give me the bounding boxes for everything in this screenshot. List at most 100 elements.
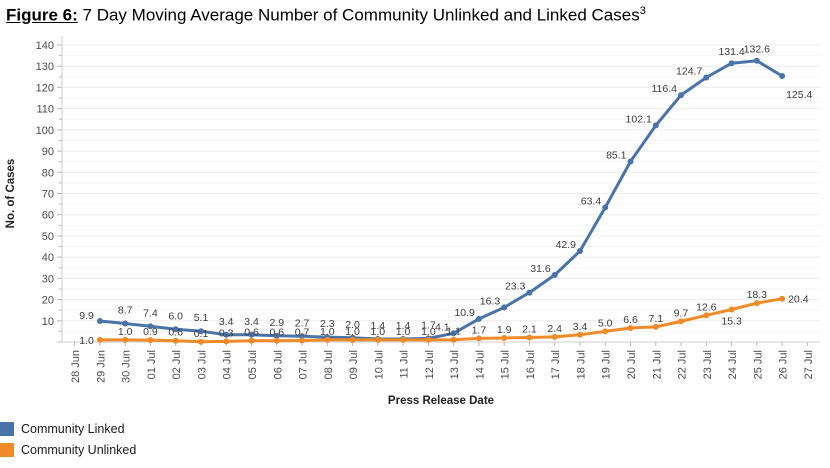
data-point — [678, 92, 684, 99]
data-point — [349, 336, 356, 343]
legend-item-community-unlinked: Community Unlinked — [0, 441, 136, 458]
data-label: 1.1 — [446, 326, 461, 338]
x-tick-label: 24 Jul — [727, 350, 739, 379]
data-label: 4.1 — [435, 321, 450, 333]
data-label: 132.6 — [744, 44, 770, 56]
data-label: 1.0 — [345, 326, 360, 338]
x-tick-label: 08 Jul — [323, 350, 335, 379]
data-point — [627, 158, 634, 165]
data-label: 7.1 — [648, 313, 663, 325]
y-tick-label: 70 — [42, 189, 54, 201]
data-point — [703, 74, 710, 81]
data-label: 125.4 — [786, 89, 812, 101]
chart-plot-area: 10 20 30 40 50 60 70 80 90 100 110 120 130 140 28 Jun 2… — [5, 36, 820, 407]
data-point — [577, 331, 583, 338]
x-tick-label: 30 Jun — [121, 350, 133, 383]
data-label: 9.7 — [674, 307, 689, 319]
legend-item-community-linked: Community Linked — [0, 420, 136, 437]
data-point — [728, 306, 735, 313]
y-axis-title: No. of Cases — [5, 159, 17, 229]
data-label: 131.4 — [718, 46, 744, 58]
data-label: 16.3 — [480, 295, 501, 307]
data-point — [501, 304, 508, 311]
data-label: 1.4 — [370, 320, 385, 332]
series-line — [98, 297, 784, 344]
series-group: 9.9 8.7 7.4 6.0 5.1 3.4 3.4 2.9 2.7 2.3 2.0 1.4 1.4 1… — [79, 44, 812, 347]
figure-number-label: Figure 6: — [6, 5, 78, 25]
data-point — [299, 337, 305, 344]
data-point — [779, 73, 786, 79]
data-label: 116.4 — [652, 83, 678, 95]
data-point — [96, 336, 103, 343]
data-point — [602, 328, 609, 335]
data-point — [198, 338, 204, 345]
data-point — [96, 318, 103, 324]
data-point — [728, 60, 735, 67]
data-point — [475, 335, 482, 342]
data-point — [223, 338, 230, 345]
x-tick-label: 05 Jul — [247, 350, 259, 379]
data-point — [652, 122, 659, 129]
x-tick-label: 12 Jul — [424, 350, 436, 379]
data-point — [400, 336, 407, 343]
x-tick-label: 27 Jul — [803, 350, 815, 379]
data-label: 5.1 — [194, 312, 209, 324]
y-tick-label: 120 — [36, 82, 54, 94]
y-tick-label: 90 — [42, 146, 54, 158]
data-point — [526, 289, 533, 296]
data-point — [299, 333, 305, 340]
data-point — [223, 331, 230, 338]
legend-swatch-linked-icon — [0, 421, 14, 436]
legend: Community Linked Community Unlinked — [0, 420, 136, 458]
gridlines-group — [62, 44, 820, 332]
data-label: 20.4 — [788, 294, 809, 306]
data-point — [753, 57, 760, 64]
data-point — [475, 315, 482, 322]
data-point — [450, 330, 457, 337]
figure-title: Figure 6: 7 Day Moving Average Number of… — [6, 5, 646, 26]
x-tick-label: 20 Jul — [626, 350, 638, 379]
data-label: 2.1 — [522, 324, 537, 336]
y-tick-label: 10 — [42, 316, 54, 328]
y-tick-label: 130 — [36, 61, 54, 73]
x-tick-label: 15 Jul — [500, 350, 512, 379]
data-label: 5.0 — [598, 317, 613, 329]
data-label: 6.0 — [168, 310, 183, 322]
y-tick-label: 140 — [36, 40, 54, 52]
x-tick-label: 22 Jul — [677, 350, 689, 379]
x-tick-label: 23 Jul — [702, 350, 714, 379]
y-tick-label: 40 — [42, 252, 54, 264]
x-tick-label: 25 Jul — [752, 350, 764, 379]
data-point — [248, 331, 255, 338]
x-tick-label: 14 Jul — [474, 350, 486, 379]
x-tick-label: 18 Jul — [576, 350, 588, 379]
data-label: 15.3 — [721, 316, 742, 328]
data-label: 1.0 — [320, 326, 335, 338]
data-label: 3.4 — [573, 321, 588, 333]
x-tick-label: 07 Jul — [298, 350, 310, 379]
data-label: 2.9 — [269, 317, 284, 329]
y-tick-label: 20 — [42, 295, 54, 307]
x-tick-label: 10 Jul — [373, 350, 385, 379]
data-label: 1.4 — [396, 320, 411, 332]
x-tick-label: 01 Jul — [146, 350, 158, 379]
data-label: 0.3 — [219, 327, 234, 339]
data-label: 18.3 — [747, 289, 768, 301]
data-point — [122, 320, 129, 327]
data-point — [551, 333, 558, 340]
x-tick-label: 04 Jul — [222, 350, 234, 379]
x-tick-label: 13 Jul — [449, 350, 461, 379]
data-label: 1.0 — [421, 326, 436, 338]
data-label: 8.7 — [118, 305, 133, 317]
x-tick-label: 21 Jul — [651, 350, 663, 379]
legend-label-linked: Community Linked — [21, 421, 125, 436]
data-point — [501, 335, 508, 341]
data-label: 0.7 — [295, 327, 310, 339]
data-point — [425, 336, 432, 343]
series-line — [98, 59, 784, 341]
data-label: 42.9 — [556, 239, 577, 251]
x-tick-label: 26 Jul — [778, 350, 790, 379]
data-point — [273, 332, 280, 339]
data-label: 0.6 — [269, 327, 284, 339]
